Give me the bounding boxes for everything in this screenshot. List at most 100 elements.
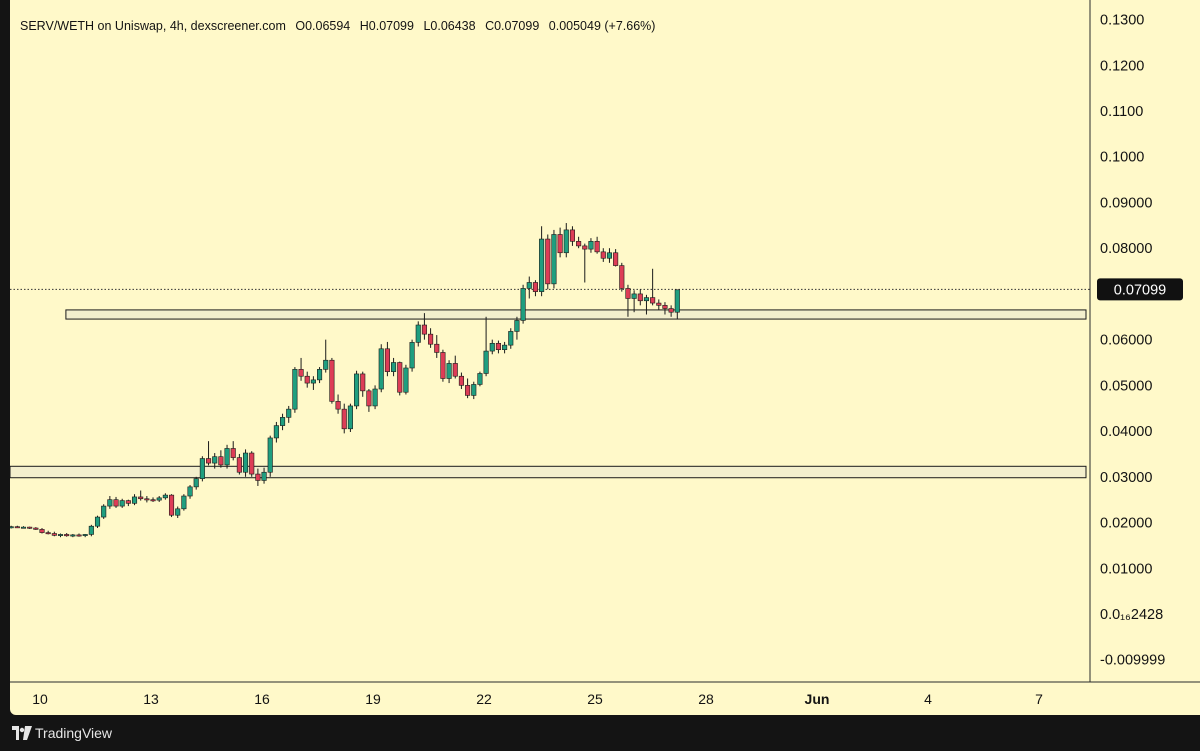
candle-body <box>465 385 471 396</box>
candle-body <box>94 516 101 527</box>
candle-body <box>403 367 409 393</box>
candle-body <box>162 494 168 499</box>
y-tick-label: 0.01000 <box>1100 561 1152 577</box>
candle-body <box>674 289 680 313</box>
candle-body <box>27 526 33 529</box>
candle-body <box>563 229 569 254</box>
support-zone-1 <box>65 309 1087 320</box>
candle-body <box>249 452 255 475</box>
candle-body <box>156 497 162 501</box>
candle-body <box>619 265 625 289</box>
candle-body <box>341 408 347 430</box>
candle-body <box>551 234 557 285</box>
candle-body <box>613 252 619 266</box>
candle-body <box>637 293 643 302</box>
y-tick-label: 0.08000 <box>1100 241 1152 257</box>
y-tick-label: 0.1200 <box>1100 58 1144 74</box>
candle-body <box>273 425 279 439</box>
x-tick-label: 4 <box>924 691 932 707</box>
candle-body <box>631 293 637 299</box>
candle-body <box>532 282 538 292</box>
candle-body <box>64 534 70 537</box>
candle-body <box>150 499 156 502</box>
candle-body <box>20 526 27 529</box>
candle-body <box>421 324 427 335</box>
high-value: H0.07099 <box>359 19 414 33</box>
candle-body <box>477 373 483 385</box>
candle-body <box>329 359 335 402</box>
candle-body <box>33 527 39 530</box>
candle-body <box>440 352 446 379</box>
candle-body <box>261 471 267 481</box>
candle-body <box>434 343 440 353</box>
candle-body <box>280 417 286 426</box>
y-tick-label: -0.009999 <box>1100 653 1165 669</box>
candle-body <box>366 390 372 407</box>
legend-header: SERV/WETH on Uniswap, 4h, dexscreener.co… <box>20 19 661 33</box>
candle-body <box>471 384 477 396</box>
last-price-badge <box>1097 278 1183 301</box>
candle-body <box>144 498 150 501</box>
candle-body <box>446 363 452 379</box>
chart-pane[interactable]: 0.1300 0.1200 0.1100 0.1000 0.09000 0.08000 0.… <box>10 0 1200 715</box>
candle-body <box>14 526 20 529</box>
candle-body <box>298 369 304 377</box>
y-tick-label: 0.03000 <box>1100 470 1152 486</box>
candle-body <box>193 478 199 488</box>
candle-body <box>539 238 545 292</box>
candle-body <box>242 452 249 473</box>
candle-body <box>187 486 193 497</box>
candle-body <box>650 297 656 304</box>
candle-body <box>569 229 575 242</box>
candle-body <box>317 369 323 381</box>
footer-bar: TradingView <box>0 715 1200 751</box>
candle-body <box>205 458 212 464</box>
candle-body <box>483 350 489 374</box>
candle-body <box>175 508 181 516</box>
tradingview-logo-icon[interactable] <box>12 726 32 740</box>
y-tick-label: 0.09000 <box>1100 195 1152 211</box>
candle-body <box>230 448 236 458</box>
candle-body <box>82 534 88 536</box>
tradingview-brand[interactable]: TradingView <box>35 725 113 741</box>
candlestick-chart[interactable]: 0.1300 0.1200 0.1100 0.1000 0.09000 0.08000 0.… <box>10 0 1200 715</box>
candle-body <box>347 405 353 430</box>
candle-body <box>224 448 230 466</box>
y-tick-label: 0.0₁₆2428 <box>1100 607 1163 623</box>
candle-body <box>409 342 415 369</box>
x-tick-label: Jun <box>805 691 830 707</box>
candle-body <box>502 344 508 351</box>
candle-body <box>354 373 360 407</box>
candle-body <box>582 245 588 250</box>
candle-body <box>101 505 107 518</box>
candle-body <box>514 320 520 332</box>
candle-body <box>458 375 464 386</box>
y-tick-label: 0.1000 <box>1100 150 1144 166</box>
x-tick-label: 22 <box>476 691 492 707</box>
candle-body <box>181 495 187 510</box>
candle-body <box>57 534 64 536</box>
y-tick-label: 0.06000 <box>1100 333 1152 349</box>
candle-body <box>360 373 366 392</box>
y-tick-label: 0.02000 <box>1100 516 1152 532</box>
candle-body <box>218 456 224 466</box>
candle-body <box>125 500 131 504</box>
candle-body <box>397 362 403 393</box>
x-tick-label: 7 <box>1035 691 1043 707</box>
candle-body <box>384 348 390 372</box>
candle-body <box>107 499 113 507</box>
candle-body <box>70 534 76 537</box>
candle-body <box>236 457 242 473</box>
candle-body <box>45 532 51 535</box>
candle-body <box>415 324 421 343</box>
x-tick-label: 10 <box>32 691 48 707</box>
y-tick-label: 0.04000 <box>1100 424 1152 440</box>
last-price-label: 0.07099 <box>1114 282 1166 298</box>
candle-body <box>576 241 582 247</box>
candle-body <box>520 288 526 321</box>
candle-body <box>495 342 501 351</box>
candle-body <box>545 238 551 285</box>
candle-body <box>76 534 82 537</box>
candle-body <box>606 252 613 259</box>
candle-body <box>323 359 329 370</box>
